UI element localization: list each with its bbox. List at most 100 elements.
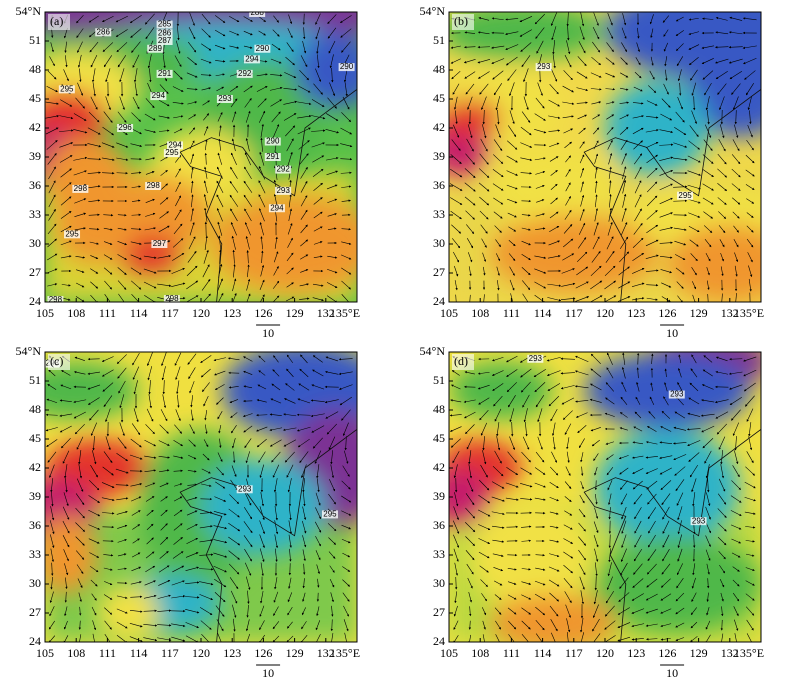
y-tick-label: 54°N — [16, 344, 42, 358]
x-tick-label: 105 — [440, 306, 458, 320]
contour-label: 289 — [149, 44, 163, 53]
contour-label: 295 — [323, 510, 337, 519]
x-tick-label: 129 — [690, 646, 708, 660]
contour-label: 291 — [158, 69, 172, 78]
y-tick-label: 54°N — [420, 4, 446, 18]
x-tick-label: 129 — [286, 306, 304, 320]
contour-label: 297 — [153, 239, 167, 248]
panel-label: (b) — [454, 14, 468, 28]
x-tick-label: 117 — [565, 646, 583, 660]
x-tick-label: 117 — [565, 306, 583, 320]
x-tick-label: 114 — [130, 306, 148, 320]
x-tick-label: 135°E — [330, 646, 360, 660]
contour-label: 295 — [165, 148, 179, 157]
y-tick-label: 30 — [433, 576, 445, 590]
contour-label: 294 — [245, 54, 259, 63]
y-tick-label: 33 — [29, 207, 41, 221]
x-tick-label: 123 — [223, 646, 241, 660]
field-blob — [211, 196, 377, 293]
x-tick-label: 120 — [192, 306, 210, 320]
y-tick-label: 45 — [433, 91, 445, 105]
contour-label: 286 — [97, 27, 111, 36]
contour-label: 293 — [537, 62, 551, 71]
contour-label: 292 — [276, 165, 290, 174]
x-tick-label: 123 — [627, 646, 645, 660]
y-tick-label: 36 — [433, 178, 445, 192]
field-blob — [595, 429, 741, 545]
y-tick-label: 36 — [29, 518, 41, 532]
contour-label: 298 — [74, 184, 88, 193]
y-tick-label: 42 — [433, 120, 445, 134]
x-tick-label: 108 — [67, 306, 85, 320]
field-blob — [201, 458, 326, 555]
y-tick-label: 24 — [433, 294, 445, 308]
x-tick-label: 126 — [658, 306, 676, 320]
panel-label: (c) — [50, 354, 63, 368]
y-tick-label: 42 — [29, 120, 41, 134]
field-blob — [439, 2, 605, 60]
contour-label: 295 — [60, 84, 74, 93]
x-tick-label: 117 — [161, 306, 179, 320]
y-tick-label: 42 — [29, 460, 41, 474]
x-tick-label: 117 — [161, 646, 179, 660]
y-tick-label: 30 — [29, 236, 41, 250]
contour-label: 290 — [266, 137, 280, 146]
x-tick-label: 120 — [596, 646, 614, 660]
reference-vector-label: 10 — [262, 666, 274, 680]
x-tick-label: 105 — [36, 306, 54, 320]
x-tick-label: 135°E — [734, 306, 764, 320]
contour-label: 290 — [256, 44, 270, 53]
x-tick-label: 135°E — [330, 306, 360, 320]
y-tick-label: 39 — [433, 149, 445, 163]
x-tick-label: 111 — [503, 646, 520, 660]
y-tick-label: 27 — [29, 605, 41, 619]
contour-label: 293 — [218, 94, 232, 103]
field-blob — [449, 362, 553, 420]
x-tick-label: 105 — [440, 646, 458, 660]
x-tick-label: 114 — [534, 306, 552, 320]
y-tick-label: 27 — [433, 605, 445, 619]
y-tick-label: 27 — [29, 265, 41, 279]
x-tick-label: 114 — [534, 646, 552, 660]
x-tick-label: 123 — [627, 306, 645, 320]
reference-vector-label: 10 — [666, 326, 678, 340]
y-tick-label: 39 — [433, 489, 445, 503]
y-tick-label: 48 — [29, 62, 41, 76]
y-tick-label: 33 — [433, 207, 445, 221]
x-tick-label: 129 — [286, 646, 304, 660]
reference-vector-label: 10 — [262, 326, 274, 340]
x-tick-label: 126 — [254, 646, 272, 660]
y-tick-label: 48 — [29, 402, 41, 416]
contour-label: 294 — [152, 91, 166, 100]
panel-label: (a) — [50, 14, 63, 28]
y-tick-label: 51 — [29, 33, 41, 47]
x-tick-label: 135°E — [734, 646, 764, 660]
contour-label: 292 — [238, 69, 252, 78]
field-blob — [595, 536, 761, 633]
contour-label: 293 — [529, 354, 543, 363]
y-tick-label: 42 — [433, 460, 445, 474]
y-tick-label: 24 — [29, 634, 41, 648]
y-tick-label: 39 — [29, 489, 41, 503]
y-tick-label: 45 — [29, 431, 41, 445]
x-tick-label: 123 — [223, 306, 241, 320]
x-tick-label: 108 — [67, 646, 85, 660]
y-tick-label: 51 — [433, 373, 445, 387]
contour-label: 291 — [266, 152, 280, 161]
x-tick-label: 105 — [36, 646, 54, 660]
field-blob — [667, 225, 792, 302]
y-tick-label: 24 — [433, 634, 445, 648]
x-tick-label: 120 — [192, 646, 210, 660]
y-tick-label: 48 — [433, 402, 445, 416]
y-tick-label: 24 — [29, 294, 41, 308]
y-tick-label: 45 — [433, 431, 445, 445]
x-tick-label: 126 — [658, 646, 676, 660]
y-tick-label: 48 — [433, 62, 445, 76]
x-tick-label: 120 — [596, 306, 614, 320]
contour-label: 293 — [276, 186, 290, 195]
contour-label: 285 — [158, 20, 172, 29]
contour-label: 293 — [238, 484, 252, 493]
